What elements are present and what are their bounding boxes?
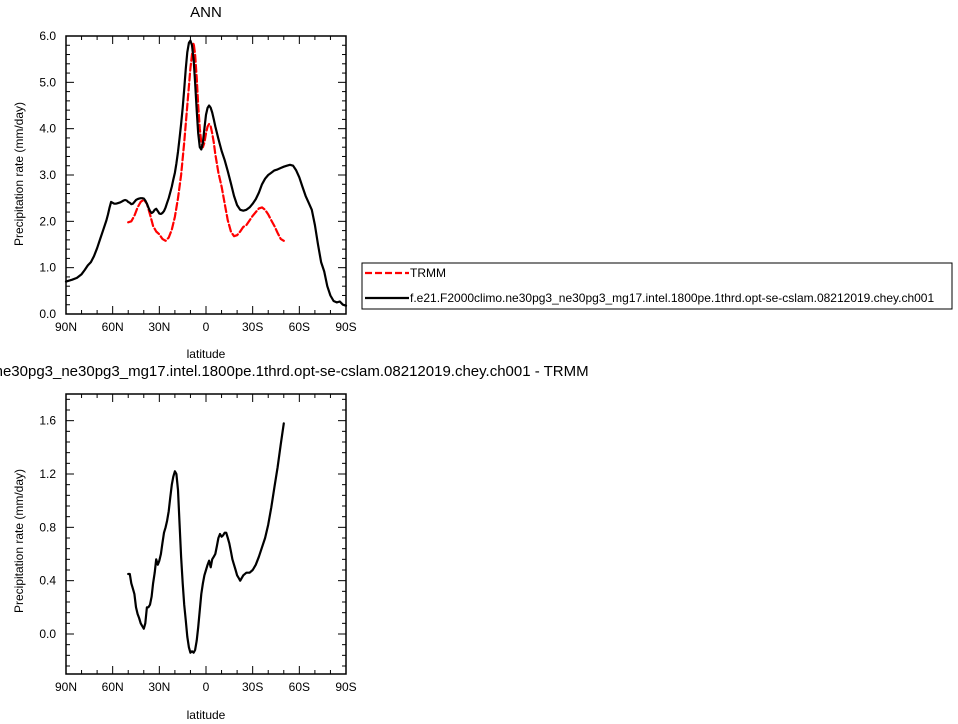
y-tick-label: 3.0 bbox=[39, 168, 56, 182]
x-tick-label: 60N bbox=[102, 320, 124, 334]
legend-label: f.e21.F2000climo.ne30pg3_ne30pg3_mg17.in… bbox=[410, 291, 934, 305]
x-tick-label: 90S bbox=[335, 320, 356, 334]
bottom-y-axis-title: Precipitation rate (mm/day) bbox=[12, 469, 26, 613]
bottom-panel-title: f.e21.F2000climo.ne30pg3_ne30pg3_mg17.in… bbox=[0, 363, 589, 380]
bottom-x-axis-title: latitude bbox=[187, 708, 226, 722]
x-tick-label: 60S bbox=[289, 680, 310, 694]
x-tick-label: 0 bbox=[203, 320, 210, 334]
y-tick-label: 2.0 bbox=[39, 214, 56, 228]
y-tick-label: 0.8 bbox=[39, 520, 56, 534]
y-tick-label: 1.6 bbox=[39, 414, 56, 428]
legend-label: TRMM bbox=[410, 266, 446, 280]
y-tick-label: 1.2 bbox=[39, 467, 56, 481]
top-panel-title: ANN bbox=[190, 4, 222, 21]
series-line-difference bbox=[127, 422, 285, 654]
x-tick-label: 90N bbox=[55, 320, 77, 334]
x-tick-label: 60N bbox=[102, 680, 124, 694]
x-tick-label: 30S bbox=[242, 320, 263, 334]
legend: TRMM f.e21.F2000climo.ne30pg3_ne30pg3_mg1… bbox=[361, 262, 953, 310]
top-panel: ANN 90N 60N 30N 0 30S 60S 90S 0.0 1.0 2.0 3.0 4.0 5.… bbox=[12, 4, 357, 361]
top-y-axis-title: Precipitation rate (mm/day) bbox=[12, 102, 26, 246]
x-tick-label: 90N bbox=[55, 680, 77, 694]
legend-entries: TRMM f.e21.F2000climo.ne30pg3_ne30pg3_mg1… bbox=[365, 266, 934, 305]
top-plot-area: 90N 60N 30N 0 30S 60S 90S 0.0 1.0 2.0 3.0 4.0 5.0 6.0 bbox=[39, 29, 356, 334]
bottom-plot-area: 90N 60N 30N 0 30S 60S 90S 0.0 0.4 0.8 1.2 1.6 bbox=[39, 393, 357, 694]
x-tick-label: 30S bbox=[242, 680, 263, 694]
x-tick-label: 0 bbox=[203, 680, 210, 694]
legend-box bbox=[361, 262, 953, 310]
y-tick-label: 0.0 bbox=[39, 307, 56, 321]
y-tick-label: 1.0 bbox=[39, 261, 56, 275]
top-x-axis-title: latitude bbox=[187, 347, 226, 361]
x-tick-label: 30N bbox=[148, 320, 170, 334]
y-tick-label: 0.4 bbox=[39, 574, 56, 588]
series-line-trmm bbox=[127, 41, 285, 242]
y-tick-label: 5.0 bbox=[39, 75, 56, 89]
x-tick-label: 30N bbox=[148, 680, 170, 694]
y-tick-label: 0.0 bbox=[39, 627, 56, 641]
x-tick-label: 90S bbox=[335, 680, 356, 694]
x-tick-label: 60S bbox=[289, 320, 310, 334]
y-tick-label: 6.0 bbox=[39, 29, 56, 43]
series-line-model bbox=[64, 39, 348, 307]
bottom-panel: f.e21.F2000climo.ne30pg3_ne30pg3_mg17.in… bbox=[0, 363, 589, 722]
y-tick-label: 4.0 bbox=[39, 122, 56, 136]
